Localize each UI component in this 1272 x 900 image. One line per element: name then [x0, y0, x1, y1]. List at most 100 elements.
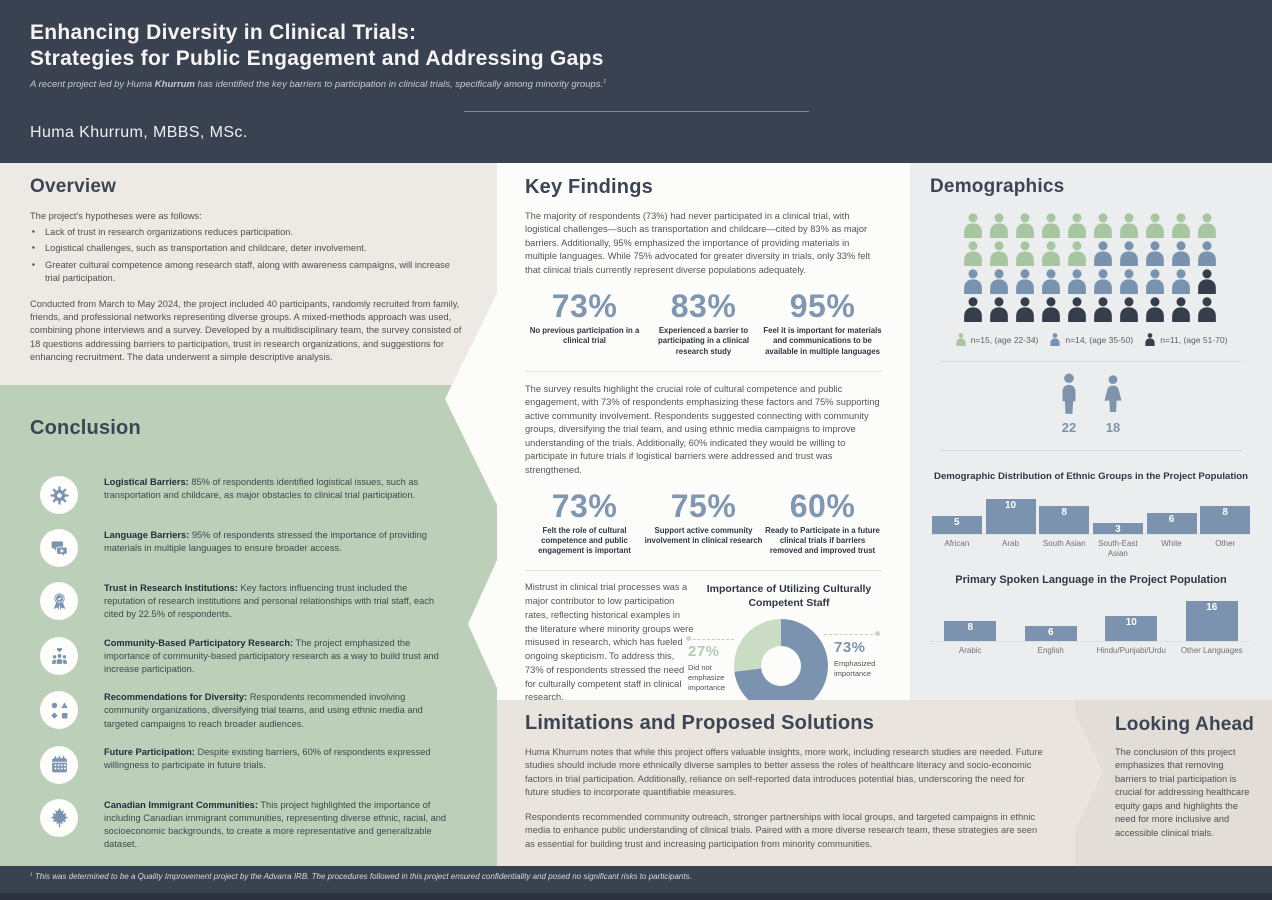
diversity-shapes-icon	[49, 700, 70, 721]
person-icon	[1117, 213, 1141, 238]
hypotheses-list: Lack of trust in research organizations …	[30, 226, 467, 284]
subtitle-pre: A recent project led by Huma	[30, 79, 155, 91]
language-chart-title: Primary Spoken Language in the Project P…	[955, 573, 1227, 586]
age-pictogram	[961, 213, 1221, 322]
stat: 95% Feel it is important for materials a…	[763, 290, 882, 356]
donut-label-27: 27% Did not emphasize importance	[688, 643, 748, 692]
person-icon	[1013, 297, 1037, 322]
person-icon	[1169, 269, 1193, 294]
list-item: Future Participation: Despite existing b…	[30, 745, 469, 784]
stat: 83% Experienced a barrier to participati…	[644, 290, 763, 356]
bar-value: 10	[1004, 499, 1017, 511]
stats-row-1: 73% No previous participation in a clini…	[525, 290, 882, 356]
bar-category-label: Other	[1215, 538, 1236, 548]
item-body: 85% of respondents identified logistical…	[104, 477, 419, 501]
divider	[525, 570, 882, 572]
poster-footer: 1 This was determined to be a Quality Im…	[0, 866, 1272, 900]
bar: 10	[985, 498, 1036, 534]
footnote: 1 This was determined to be a Quality Im…	[30, 872, 1272, 881]
stat-label: Experienced a barrier to participating i…	[658, 326, 749, 356]
bar-category-label: African	[944, 538, 970, 548]
legend-item: n=14, (age 35-50)	[1049, 333, 1133, 346]
bar-value: 6	[1047, 626, 1054, 638]
slice-percent: 73%	[834, 639, 866, 657]
person-icon	[1169, 297, 1193, 322]
person-icon	[1195, 269, 1219, 294]
footnote-marker: 1	[603, 79, 607, 85]
stat-value: 95%	[789, 288, 856, 325]
bar-slot: 10 Hindu/Punjabi/Urdu	[1091, 599, 1172, 656]
divider	[940, 450, 1242, 451]
leader-dot	[875, 631, 880, 637]
stat-label: Support active community involvement in …	[644, 526, 763, 546]
person-icon	[961, 241, 985, 266]
bar: 3	[1092, 523, 1143, 535]
bar-slot: 8 Other	[1198, 496, 1253, 559]
item-title: Recommendations for Diversity:	[104, 692, 248, 703]
person-icon	[1013, 213, 1037, 238]
stats-row-2: 73% Felt the role of cultural competence…	[525, 490, 882, 556]
stat: 73% No previous participation in a clini…	[525, 290, 644, 356]
person-icon	[1195, 241, 1219, 266]
bar-value: 6	[1168, 513, 1175, 525]
item-title: Canadian Immigrant Communities:	[104, 799, 258, 810]
person-icon	[987, 297, 1011, 322]
stat-value: 73%	[551, 488, 618, 524]
male-figure: 22	[1057, 373, 1081, 435]
leader-dot	[686, 636, 691, 642]
bar-value: 16	[1206, 601, 1218, 613]
person-icon	[1143, 269, 1167, 294]
person-icon	[1143, 241, 1167, 266]
person-icon	[1143, 297, 1167, 322]
item-body: 95% of respondents stressed the importan…	[104, 530, 427, 554]
icon-circle	[40, 798, 78, 837]
bar-slot: 10 Arab	[983, 496, 1038, 559]
key-findings-section: Key Findings The majority of respondents…	[497, 163, 910, 700]
icon-circle	[40, 636, 78, 675]
legend-label: n=14, (age 35-50)	[1065, 334, 1134, 345]
slice-label: Did not emphasize importance	[688, 663, 726, 692]
person-icon	[987, 269, 1011, 294]
person-icon	[1039, 297, 1063, 322]
person-icon	[1144, 333, 1156, 346]
item-body: Key factors influencing trust included t…	[104, 583, 435, 620]
person-icon	[1117, 269, 1141, 294]
person-icon	[987, 213, 1011, 238]
leader-line	[824, 631, 880, 637]
translate-chat-icon	[49, 538, 70, 559]
bar-value: 5	[954, 517, 960, 528]
bar-category-label: Other Languages	[1180, 645, 1243, 655]
person-icon	[1169, 241, 1193, 266]
limitations-paragraph-1: Huma Khurrum notes that while this proje…	[525, 747, 1043, 798]
person-icon	[1091, 297, 1115, 322]
person-icon	[1065, 241, 1089, 266]
stat: 73% Felt the role of cultural competence…	[525, 490, 644, 556]
bar: 10	[1105, 615, 1158, 641]
item-body: Respondents recommended involving commun…	[104, 692, 423, 729]
icon-circle	[40, 476, 78, 514]
stat-label: Feel it is important for materials and c…	[763, 326, 882, 356]
bar-category-label: Arabic	[958, 645, 982, 655]
stat-label: Felt the role of cultural competence and…	[538, 526, 631, 556]
bar-slot: 6 English	[1010, 599, 1091, 656]
language-bar-chart: 8 Arabic 6 English 10 Hindu/Punjabi/Urdu 16 Oth…	[930, 599, 1252, 656]
footnote-text: This was determined to be a Quality Impr…	[32, 872, 692, 881]
footnote-marker: 1	[30, 872, 33, 878]
overview-section: Overview The project's hypotheses were a…	[0, 163, 497, 385]
person-icon	[961, 269, 985, 294]
item-title: Trust in Research Institutions:	[104, 583, 238, 593]
divider	[940, 361, 1242, 362]
person-icon	[1117, 297, 1141, 322]
overview-intro: The project's hypotheses were as follows…	[30, 211, 202, 221]
icon-circle	[40, 745, 78, 784]
list-item: Community-Based Participatory Research: …	[30, 636, 469, 677]
person-icon	[955, 333, 967, 346]
conclusion-items: Logistical Barriers: 85% of respondents …	[30, 476, 469, 851]
ethnic-chart-title: Demographic Distribution of Ethnic Group…	[934, 471, 1248, 482]
female-figure: 18	[1101, 373, 1125, 435]
person-icon	[1039, 213, 1063, 238]
poster-title-line1: Enhancing Diversity in Clinical Trials:	[30, 21, 417, 44]
person-icon	[1065, 269, 1089, 294]
bar-category-label: South-East Asian	[1098, 538, 1138, 558]
person-icon	[1195, 297, 1219, 322]
